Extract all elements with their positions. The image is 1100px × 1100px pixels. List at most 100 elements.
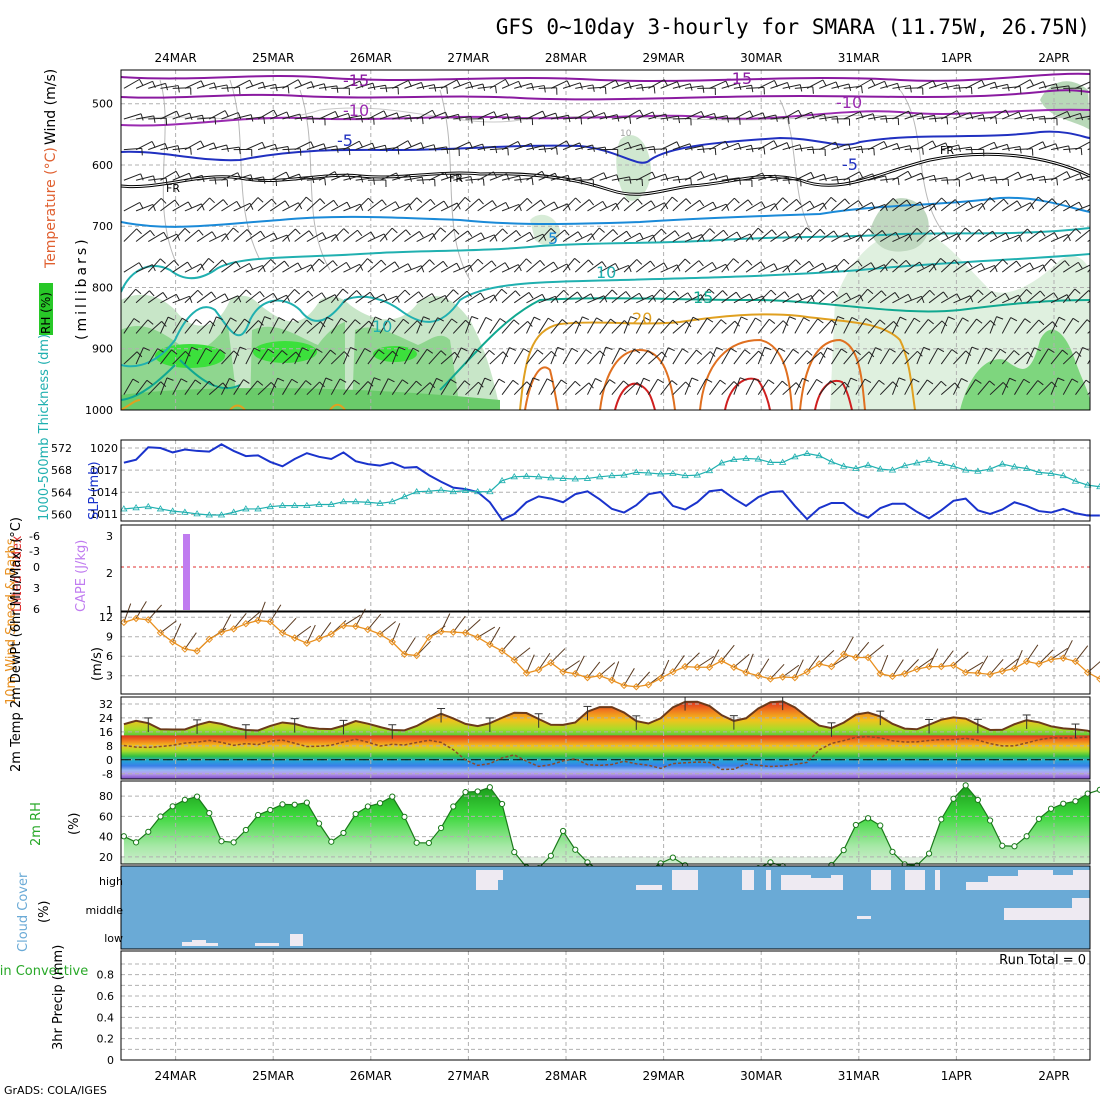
barb-shaft [489,78,506,89]
barb-shaft [269,378,279,395]
wind-barb [697,87,716,96]
barb-shaft [330,261,347,273]
wind-barb [1014,378,1031,395]
barb-flag [404,289,411,296]
barb-flag [308,230,314,237]
thickness-marker [376,499,384,506]
wind-barb [355,258,374,273]
barb-shaft [160,293,177,304]
barb-flag [965,350,972,357]
wind-barb [806,202,827,212]
barb-flag [762,112,766,120]
barb-flag [553,201,559,209]
barb-flag [1091,141,1094,147]
barb-shaft [806,173,825,181]
barb-shaft [513,292,530,304]
wind-barb [233,379,250,395]
barb-shaft [318,171,336,181]
barb-flag [603,112,608,120]
wind-barb [758,174,779,182]
wind-barb [794,317,810,334]
barb-flag [491,260,497,267]
barb-flag [320,321,326,328]
wind-speed-marker [364,625,372,634]
barb-shaft [160,170,177,181]
wind-barb [440,613,451,632]
barb-flag [460,347,468,352]
barb-shaft [916,319,929,334]
barb-shaft [672,143,691,151]
barb-flag [612,229,619,236]
barb-flag [787,117,790,125]
barb-flag [1062,349,1069,355]
barb-shaft [831,348,842,365]
date-labels-top: 24MAR 25MAR 26MAR 27MAR 28MAR 29MAR 30MAR 31MAR… [155,51,1070,65]
barb-flag [368,320,374,327]
barb-shaft [404,82,422,89]
wind-barb [477,377,492,395]
wind-barb [269,200,290,212]
wind-barb [721,177,741,185]
barb-shaft [391,318,404,334]
barb-shaft [270,111,288,120]
barb-shaft [928,142,946,151]
barb-shaft [416,316,424,334]
wind-barb [123,262,144,273]
barb-shaft [721,381,735,396]
barb-shaft [745,112,764,120]
wind-barb [648,202,669,212]
wind-barb [367,293,388,304]
wind-barb [696,351,716,365]
barb-flag [506,113,510,121]
barb-shaft [1063,201,1080,212]
wind-speed-marker [925,662,933,671]
barb-shaft [1001,350,1015,365]
wind-barb [709,649,720,668]
wind-barb [587,317,603,334]
barb-shaft [989,348,1001,365]
wind-barb [123,351,143,365]
barb-flag [806,350,813,356]
wind-barb [196,320,216,334]
barb-flag [989,197,996,203]
barb-shaft [757,289,772,304]
thickness-marker [925,456,933,463]
barb-shaft [721,320,736,334]
barb-flag [819,289,825,295]
barb-shaft [904,261,920,273]
barb-flag [1053,292,1059,299]
barb-flag [716,347,724,351]
wind-barb [392,174,413,182]
barb-flag [599,350,606,357]
thickness-marker [534,473,543,480]
barb-flag [469,81,474,89]
wind-speed-marker [144,616,152,624]
slp-grid [121,440,1090,521]
barb-shaft [672,117,691,120]
wind-barb [685,85,705,93]
barb-flag [854,349,861,356]
wind-barb [611,264,632,273]
wind-barb [282,351,301,365]
wind-barb [587,350,606,365]
tick-label: 1 [106,604,113,617]
wind-speed-marker [705,663,714,671]
barb-flag [633,348,641,354]
barb-shaft [940,199,956,212]
barb-flag [885,115,888,123]
barb-shaft [221,261,237,273]
wind-label: Wind (m/s) [43,69,59,145]
barb-shaft [513,258,527,273]
barb-flag [423,316,431,320]
wind-barb [452,380,471,395]
barb-shaft [696,261,713,273]
wind-barb [806,318,824,334]
thickness-marker [254,505,262,512]
barb-flag [396,295,400,303]
wind-barb [879,258,898,273]
wind-barb [1038,292,1059,304]
wind-barb [465,316,479,334]
tick-label: 1017 [90,464,118,477]
barb-flag [702,85,705,93]
